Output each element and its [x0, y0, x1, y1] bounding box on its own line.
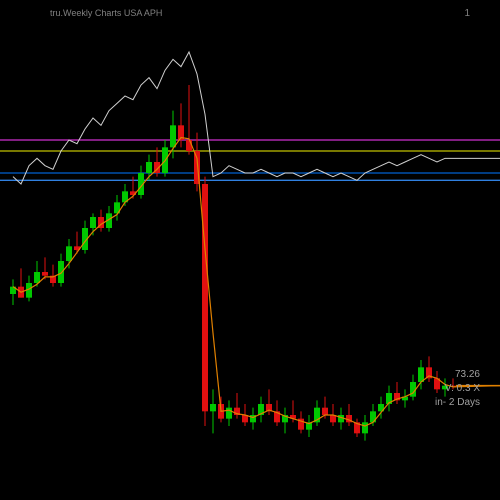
relative-strength-line	[13, 52, 500, 184]
candle	[306, 415, 312, 437]
candle	[98, 210, 104, 232]
price-info-box: 73.26 V: 0.3 X in- 2 Days	[435, 368, 480, 410]
volume-info: V: 0.3 X	[435, 382, 480, 396]
candle	[234, 393, 240, 419]
candle	[410, 375, 416, 401]
candle	[354, 419, 360, 437]
candle	[114, 195, 120, 221]
chart-canvas	[0, 0, 500, 500]
candle	[258, 397, 264, 423]
candle	[138, 166, 144, 199]
candle	[346, 404, 352, 426]
candle	[226, 400, 232, 426]
candle	[82, 221, 88, 254]
candle	[362, 415, 368, 441]
chart-indicator-count: 1	[464, 8, 470, 19]
chart-title: tru.Weekly Charts USA APH	[50, 8, 162, 18]
candle	[386, 386, 392, 412]
candle	[250, 408, 256, 430]
candle	[42, 257, 48, 279]
expiry-info: in- 2 Days	[435, 396, 480, 410]
candle	[18, 268, 24, 297]
candle	[210, 389, 216, 433]
candle	[10, 279, 16, 305]
last-price: 73.26	[435, 368, 480, 382]
candle	[154, 147, 160, 176]
stock-chart: tru.Weekly Charts USA APH 1 73.26 V: 0.3…	[0, 0, 500, 500]
candle	[314, 400, 320, 426]
candle	[202, 177, 208, 426]
candle	[282, 408, 288, 434]
candle	[402, 389, 408, 407]
